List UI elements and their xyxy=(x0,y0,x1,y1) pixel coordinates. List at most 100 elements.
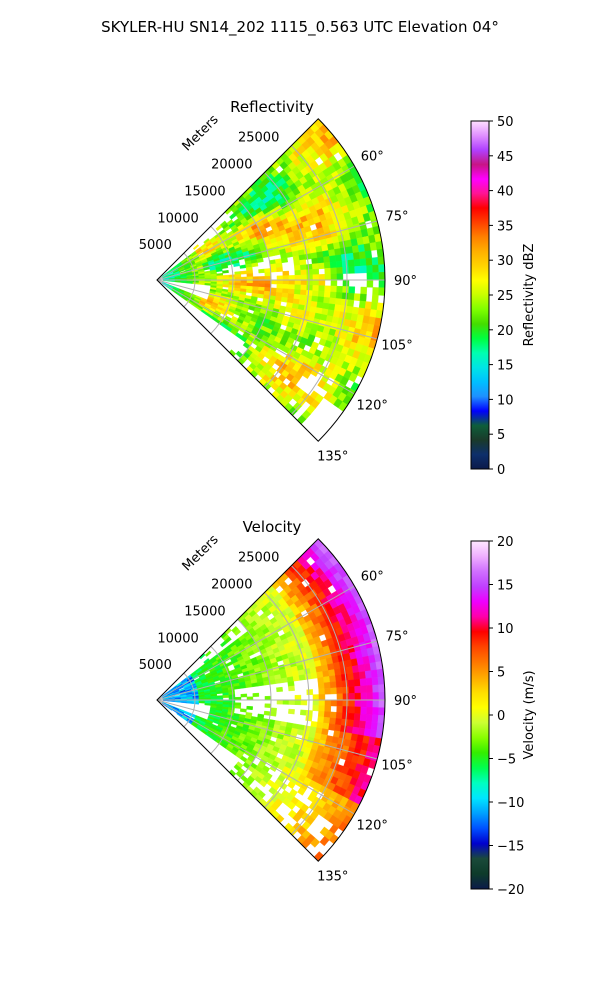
velocity-cell xyxy=(340,725,348,733)
velocity-cell xyxy=(354,685,362,694)
reflectivity-cell xyxy=(318,285,326,292)
reflectivity-cell xyxy=(366,265,374,274)
velocity-cell xyxy=(204,703,212,706)
velocity-cell xyxy=(342,686,350,694)
velocity-cell xyxy=(324,699,332,707)
reflectivity-cell xyxy=(311,295,319,303)
velocity-cell xyxy=(192,702,200,705)
reflectivity-cell xyxy=(330,285,338,293)
velocity-cell xyxy=(180,701,188,704)
angle-tick-label: 105° xyxy=(381,758,412,773)
velocity-cell xyxy=(346,672,355,681)
reflectivity-cell xyxy=(359,258,367,267)
reflectivity-cell xyxy=(378,272,385,281)
velocity-cell xyxy=(328,723,336,731)
velocity-cell xyxy=(228,694,236,698)
reflectivity-cell xyxy=(294,269,302,276)
velocity-cell xyxy=(312,705,320,712)
reflectivity-cell xyxy=(323,261,331,269)
reflectivity-cell xyxy=(221,265,229,270)
velocity-cell xyxy=(334,724,342,732)
reflectivity-cell xyxy=(264,275,272,281)
reflectivity-cell xyxy=(323,256,331,264)
reflectivity-cell xyxy=(316,251,324,259)
velocity-cell xyxy=(233,628,242,636)
velocity-cell xyxy=(294,699,302,706)
velocity-cell xyxy=(336,705,344,713)
reflectivity-cell xyxy=(294,279,302,286)
reflectivity-cell xyxy=(288,275,296,281)
reflectivity-cell xyxy=(276,279,284,285)
velocity-cell xyxy=(347,679,355,688)
reflectivity-radial-ticks: 5000 10000 15000 20000 25000 xyxy=(139,131,280,253)
radial-tick-label: 25000 xyxy=(238,551,279,566)
colorbar-tick-label: 35 xyxy=(497,219,514,234)
velocity-cell xyxy=(330,687,338,695)
reflectivity-cell xyxy=(341,253,349,262)
reflectivity-cell xyxy=(353,293,361,302)
velocity-cell xyxy=(224,636,232,644)
colorbar-tick-label: 15 xyxy=(497,579,514,594)
colorbar-tick-label: 10 xyxy=(497,393,514,408)
velocity-cell xyxy=(335,712,343,720)
velocity-radial-ticks: 5000 10000 15000 20000 25000 xyxy=(139,551,280,673)
radial-tick-label: 10000 xyxy=(157,631,198,646)
velocity-cell xyxy=(340,667,348,675)
reflectivity-cell xyxy=(336,285,344,293)
reflectivity-cell xyxy=(305,263,313,270)
reflectivity-cell xyxy=(372,287,380,296)
velocity-cell xyxy=(294,694,302,701)
colorbar-tick-label: 5 xyxy=(497,666,505,681)
velocity-cell xyxy=(366,699,374,708)
reflectivity-cell xyxy=(222,284,230,288)
reflectivity-cell xyxy=(270,267,277,273)
reflectivity-cell xyxy=(317,290,325,298)
reflectivity-cell xyxy=(192,244,200,250)
velocity-cell xyxy=(341,680,349,688)
velocity-cell xyxy=(252,692,260,697)
reflectivity-cell xyxy=(300,274,308,281)
velocity-cell xyxy=(292,675,300,682)
velocity-cell xyxy=(354,706,362,715)
velocity-cell xyxy=(372,707,380,716)
velocity-cell xyxy=(288,708,295,715)
reflectivity-cell xyxy=(341,292,349,300)
velocity-cell xyxy=(366,685,374,694)
velocity-colorbar: −20 −15 −10 −5 0 5 10 15 20 xyxy=(470,535,524,898)
reflectivity-cell xyxy=(286,251,294,258)
reflectivity-cell xyxy=(372,272,380,281)
velocity-cell xyxy=(378,692,385,701)
reflectivity-cell xyxy=(322,250,330,258)
reflectivity-sector-frame xyxy=(156,118,386,442)
velocity-cell xyxy=(323,716,331,724)
velocity-cell xyxy=(372,692,380,701)
velocity-cell xyxy=(305,710,313,717)
reflectivity-cell xyxy=(364,250,373,259)
colorbar-tick-label: 45 xyxy=(497,150,514,165)
reflectivity-cell xyxy=(306,279,314,286)
reflectivity-cell xyxy=(334,248,342,256)
reflectivity-cell xyxy=(252,283,260,288)
reflectivity-cell xyxy=(358,300,367,309)
reflectivity-cell xyxy=(311,257,319,265)
velocity-cell xyxy=(342,693,350,701)
velocity-cell xyxy=(317,676,325,684)
reflectivity-colorbar: 0 5 10 15 20 25 30 35 40 45 50 xyxy=(470,115,514,478)
velocity-cell xyxy=(174,701,182,703)
reflectivity-cell xyxy=(311,290,319,297)
colorbar-tick-label: 50 xyxy=(497,115,514,130)
radial-tick-label: 5000 xyxy=(139,658,172,673)
reflectivity-cell xyxy=(366,272,374,281)
velocity-cell xyxy=(318,694,326,701)
velocity-cell xyxy=(372,699,380,708)
reflectivity-cell xyxy=(276,266,283,273)
radial-tick-label: 25000 xyxy=(238,131,279,146)
velocity-cell xyxy=(329,675,337,683)
velocity-cell xyxy=(312,694,320,701)
reflectivity-cell xyxy=(364,301,373,310)
reflectivity-cell xyxy=(312,274,320,281)
velocity-cell xyxy=(166,706,173,711)
reflectivity-title: Reflectivity xyxy=(230,98,314,116)
reflectivity-cell xyxy=(228,274,236,278)
reflectivity-cell xyxy=(288,284,296,290)
